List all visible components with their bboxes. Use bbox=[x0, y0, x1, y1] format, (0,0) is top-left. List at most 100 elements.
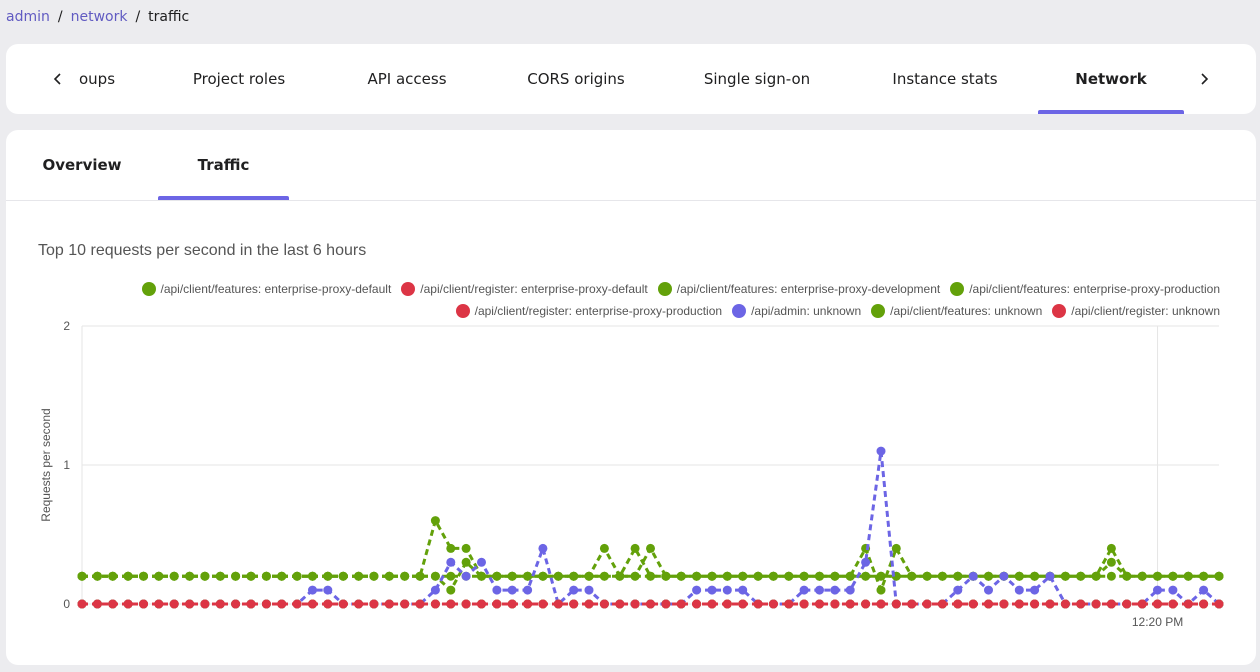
data-point bbox=[308, 585, 317, 595]
data-point bbox=[461, 557, 471, 567]
data-point bbox=[876, 599, 886, 609]
legend-item[interactable]: /api/client/features: enterprise-proxy-d… bbox=[657, 282, 941, 296]
data-point bbox=[507, 571, 517, 581]
tab-single-sign-on[interactable]: Single sign-on bbox=[703, 70, 811, 88]
chart-grid bbox=[82, 325, 1219, 605]
scroll-right-button[interactable] bbox=[1186, 44, 1222, 114]
data-point bbox=[523, 585, 533, 595]
data-point bbox=[461, 599, 471, 609]
data-point bbox=[123, 599, 133, 609]
x-tick-label: 12:20 PM bbox=[1132, 615, 1183, 629]
data-point bbox=[308, 599, 317, 609]
data-point bbox=[231, 571, 241, 581]
legend-label: /api/client/features: enterprise-proxy-d… bbox=[676, 282, 941, 296]
subtab-overview[interactable]: Overview bbox=[42, 156, 122, 174]
data-point bbox=[261, 571, 271, 581]
legend-item[interactable]: /api/client/features: enterprise-proxy-d… bbox=[141, 282, 392, 296]
tab-project-roles[interactable]: Project roles bbox=[192, 70, 286, 88]
data-point bbox=[968, 599, 978, 609]
data-point bbox=[1076, 599, 1086, 609]
data-point bbox=[400, 571, 410, 581]
data-point bbox=[615, 599, 625, 609]
data-point bbox=[323, 599, 333, 609]
data-point bbox=[753, 571, 763, 581]
data-point bbox=[953, 585, 963, 595]
data-point bbox=[92, 571, 102, 581]
data-point bbox=[1214, 599, 1224, 609]
data-point bbox=[845, 571, 855, 581]
legend-row: /api/client/register: enterprise-proxy-p… bbox=[120, 300, 1220, 322]
legend-label: /api/client/register: enterprise-proxy-p… bbox=[474, 304, 723, 318]
data-point bbox=[246, 599, 256, 609]
data-point bbox=[1030, 599, 1040, 609]
series-0 bbox=[77, 516, 1224, 595]
breadcrumb-separator: / bbox=[135, 9, 141, 25]
breadcrumb-link-network[interactable]: network bbox=[70, 9, 128, 25]
legend-item[interactable]: /api/client/features: enterprise-proxy-p… bbox=[950, 282, 1220, 296]
data-point bbox=[492, 599, 502, 609]
y-tick-label: 1 bbox=[63, 458, 70, 472]
subtab-traffic[interactable]: Traffic bbox=[158, 130, 289, 200]
legend-item[interactable]: /api/client/features: unknown bbox=[871, 304, 1042, 318]
tab-instance-stats[interactable]: Instance stats bbox=[892, 70, 998, 88]
data-point bbox=[200, 571, 210, 581]
data-point bbox=[277, 571, 287, 581]
breadcrumb-separator: / bbox=[57, 9, 63, 25]
data-point bbox=[768, 571, 778, 581]
data-point bbox=[108, 571, 118, 581]
data-point bbox=[215, 571, 225, 581]
data-point bbox=[185, 571, 195, 581]
data-point bbox=[830, 585, 840, 595]
breadcrumb-link-admin[interactable]: admin bbox=[6, 9, 50, 25]
data-point bbox=[937, 599, 947, 609]
chart-series bbox=[77, 446, 1224, 609]
data-point bbox=[492, 571, 502, 581]
data-point bbox=[415, 599, 425, 609]
tab-api-access[interactable]: API access bbox=[367, 70, 447, 88]
series-5 bbox=[77, 446, 1224, 609]
data-point bbox=[369, 599, 379, 609]
legend-item[interactable]: /api/admin: unknown bbox=[732, 304, 861, 318]
data-point bbox=[292, 599, 302, 609]
data-point bbox=[738, 571, 748, 581]
data-point bbox=[815, 571, 824, 581]
network-subtabs: Overview Traffic bbox=[6, 130, 1256, 201]
tab-groups[interactable]: oups bbox=[78, 70, 116, 88]
legend-swatch bbox=[657, 282, 672, 296]
data-point bbox=[937, 571, 947, 581]
data-point bbox=[661, 571, 671, 581]
data-point bbox=[646, 571, 655, 581]
legend-item[interactable]: /api/client/register: unknown bbox=[1052, 304, 1220, 318]
legend-label: /api/client/features: enterprise-proxy-p… bbox=[969, 282, 1220, 296]
legend-item[interactable]: /api/client/register: enterprise-proxy-d… bbox=[401, 282, 648, 296]
tab-network[interactable]: Network bbox=[1038, 44, 1184, 114]
legend-swatch bbox=[141, 282, 156, 296]
legend-item[interactable]: /api/client/register: enterprise-proxy-p… bbox=[455, 304, 723, 318]
data-point bbox=[1014, 585, 1024, 595]
data-point bbox=[384, 599, 394, 609]
data-point bbox=[1091, 571, 1101, 581]
data-point bbox=[661, 599, 671, 609]
data-point bbox=[446, 585, 456, 595]
data-point bbox=[907, 571, 917, 581]
network-panel: Overview Traffic Top 10 requests per sec… bbox=[6, 130, 1256, 665]
data-point bbox=[1153, 599, 1162, 609]
data-point bbox=[1045, 571, 1055, 581]
data-point bbox=[1199, 571, 1209, 581]
data-point bbox=[246, 571, 256, 581]
data-point bbox=[415, 571, 425, 581]
scroll-left-button[interactable] bbox=[40, 44, 76, 114]
data-point bbox=[569, 599, 579, 609]
data-point bbox=[77, 571, 87, 581]
legend-label: /api/client/features: unknown bbox=[890, 304, 1043, 318]
tab-cors-origins[interactable]: CORS origins bbox=[527, 70, 625, 88]
data-point bbox=[861, 599, 871, 609]
data-point bbox=[92, 599, 102, 609]
legend-swatch bbox=[871, 304, 886, 318]
legend-label: /api/client/features: enterprise-proxy-d… bbox=[160, 282, 392, 296]
data-point bbox=[354, 571, 364, 581]
data-point bbox=[277, 599, 287, 609]
data-point bbox=[922, 571, 932, 581]
data-point bbox=[461, 571, 471, 581]
data-point bbox=[446, 571, 456, 581]
